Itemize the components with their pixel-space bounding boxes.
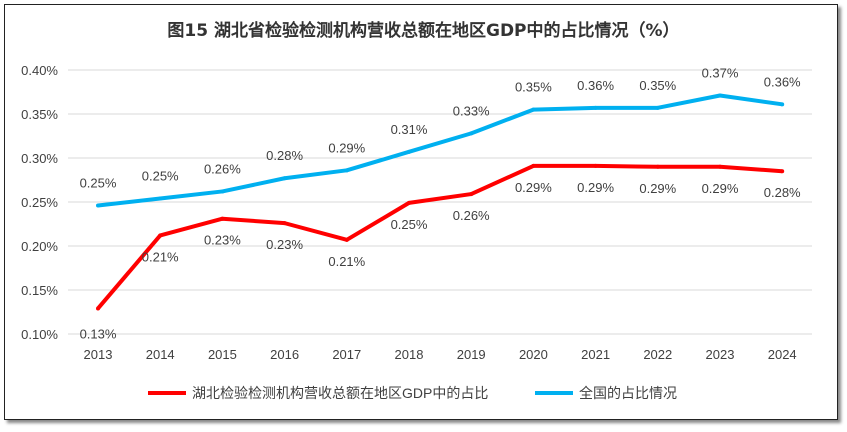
data-label: 0.35% bbox=[639, 78, 676, 93]
data-point bbox=[407, 200, 411, 205]
data-point bbox=[718, 93, 722, 98]
series-line-0 bbox=[96, 163, 783, 310]
y-tick-label: 0.35% bbox=[21, 107, 58, 122]
data-point bbox=[407, 149, 411, 154]
data-label: 0.35% bbox=[515, 80, 552, 95]
data-label: 0.21% bbox=[142, 249, 179, 264]
data-point bbox=[780, 169, 785, 174]
data-point bbox=[158, 196, 163, 201]
data-point bbox=[780, 102, 785, 107]
x-tick-label: 2019 bbox=[457, 347, 486, 362]
x-tick-label: 2020 bbox=[519, 347, 548, 362]
data-label: 0.26% bbox=[204, 161, 241, 176]
x-tick-label: 2013 bbox=[84, 347, 113, 362]
legend-label: 湖北检验检测机构营收总额在地区GDP中的占比 bbox=[192, 385, 488, 401]
x-tick-label: 2023 bbox=[706, 347, 735, 362]
data-point bbox=[655, 164, 660, 169]
data-label: 0.26% bbox=[453, 208, 490, 223]
data-label: 0.29% bbox=[639, 181, 676, 196]
x-tick-label: 2014 bbox=[146, 347, 175, 362]
data-point bbox=[469, 192, 474, 197]
x-tick-label: 2017 bbox=[332, 347, 361, 362]
data-point bbox=[282, 176, 287, 181]
x-tick-label: 2021 bbox=[581, 347, 610, 362]
data-label: 0.13% bbox=[80, 326, 117, 341]
legend-label: 全国的占比情况 bbox=[579, 385, 677, 401]
data-label: 0.25% bbox=[142, 168, 179, 183]
x-tick-label: 2022 bbox=[643, 347, 672, 362]
data-point bbox=[344, 237, 349, 242]
x-tick-label: 2018 bbox=[395, 347, 424, 362]
data-label: 0.28% bbox=[764, 185, 801, 200]
data-label: 0.36% bbox=[764, 74, 801, 89]
data-point bbox=[531, 107, 536, 112]
data-point bbox=[344, 168, 349, 173]
data-point bbox=[469, 131, 474, 136]
chart-title: 图15 湖北省检验检测机构营收总额在地区GDP中的占比情况（%） bbox=[167, 21, 680, 41]
data-label: 0.31% bbox=[391, 122, 428, 137]
data-point bbox=[96, 203, 100, 208]
x-tick-label: 2015 bbox=[208, 347, 237, 362]
data-label: 0.23% bbox=[204, 233, 241, 248]
data-point bbox=[718, 164, 722, 169]
data-label: 0.25% bbox=[391, 217, 428, 232]
data-point bbox=[593, 105, 598, 110]
data-label: 0.28% bbox=[266, 148, 303, 163]
data-point bbox=[282, 221, 287, 226]
series-line-1 bbox=[97, 93, 783, 208]
data-point bbox=[158, 233, 163, 238]
data-point bbox=[96, 306, 100, 311]
data-label: 0.33% bbox=[453, 103, 490, 118]
data-label: 0.29% bbox=[702, 181, 739, 196]
data-point bbox=[655, 105, 660, 110]
data-point bbox=[220, 216, 225, 221]
data-point bbox=[531, 163, 536, 168]
y-tick-label: 0.40% bbox=[21, 63, 58, 78]
data-label: 0.29% bbox=[515, 180, 552, 195]
y-tick-label: 0.25% bbox=[21, 195, 58, 210]
data-label: 0.29% bbox=[328, 140, 365, 155]
data-label: 0.25% bbox=[80, 176, 117, 191]
data-label: 0.23% bbox=[266, 237, 303, 252]
chart-frame bbox=[4, 4, 838, 420]
y-tick-label: 0.20% bbox=[21, 239, 58, 254]
data-label: 0.29% bbox=[577, 180, 614, 195]
data-label: 0.36% bbox=[577, 78, 614, 93]
data-point bbox=[220, 189, 225, 194]
y-tick-label: 0.10% bbox=[21, 327, 58, 342]
x-tick-label: 2024 bbox=[768, 347, 797, 362]
x-tick-label: 2016 bbox=[270, 347, 299, 362]
data-label: 0.21% bbox=[328, 254, 365, 269]
y-tick-label: 0.30% bbox=[21, 151, 58, 166]
y-tick-label: 0.15% bbox=[21, 283, 58, 298]
data-point bbox=[593, 163, 598, 168]
data-label: 0.37% bbox=[702, 66, 739, 81]
